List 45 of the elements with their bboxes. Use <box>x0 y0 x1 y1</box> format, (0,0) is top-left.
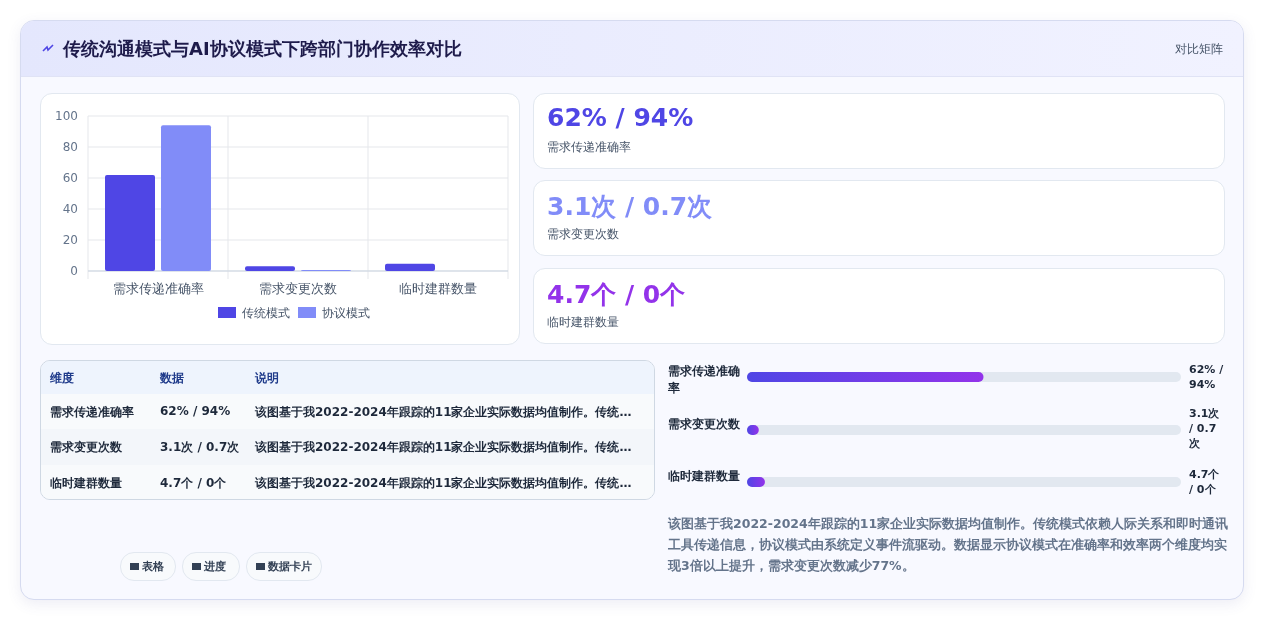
text: 4.7个 / 0个 <box>547 279 686 311</box>
y-tick-label: 0 <box>70 264 78 278</box>
text: 62% / 94% <box>160 404 231 418</box>
x-tick-label: 需求变更次数 <box>259 281 337 296</box>
text: 需求变更次数 <box>547 226 619 243</box>
text: 该图基于我2022-2024年跟踪的11家企业实际数据均值制作。传统模式依赖人际关系和即时通讯工具传递信息，协议模式由系统定义事件流驱动。数据显示协议模式在准确率和效率两个维度均实现3倍以上提升，需求变更次数减少77%。 <box>668 515 1230 575</box>
text: 需求变更次数 <box>50 439 122 456</box>
text: 进度 <box>204 559 226 574</box>
text: 需求传递准确率 <box>547 139 631 156</box>
legend-label: 传统模式 <box>242 306 290 320</box>
data-label: 62% / 94% <box>1189 362 1225 392</box>
text: 3.1次 / 0.7次 <box>547 191 713 223</box>
text: 需求传递准确率 <box>50 404 134 421</box>
data-label: 3.1次 / 0.7次 <box>1189 406 1221 451</box>
x-tick-label: 需求传递准确率 <box>112 281 204 296</box>
bar <box>105 174 155 271</box>
bar <box>245 266 295 271</box>
y-tick-label: 80 <box>62 140 78 154</box>
text: 该图基于我2022-2024年跟踪的11家企业实际数据均值制作。传统… <box>255 439 632 456</box>
text: 说明 <box>255 370 279 387</box>
text: 维度 <box>50 370 74 387</box>
y-tick-label: 100 <box>55 109 78 123</box>
y-tick-label: 40 <box>62 202 78 216</box>
bar <box>385 263 435 271</box>
text: 传统沟通模式与AI协议模式下跨部门协作效率对比 <box>63 37 462 61</box>
text: 62% / 94% <box>547 103 694 132</box>
text: 该图基于我2022-2024年跟踪的11家企业实际数据均值制作。传统… <box>255 475 632 492</box>
text: 对比矩阵 <box>1175 41 1223 58</box>
data-label: 4.7个 / 0个 <box>1189 467 1221 497</box>
text: 临时建群数量 <box>547 314 619 331</box>
legend-label: 协议模式 <box>322 306 370 320</box>
x-tick-label: 临时建群数量 <box>399 281 477 296</box>
y-tick-label: 20 <box>62 233 78 247</box>
y-tick-label: 需求传递准确率 <box>668 363 741 397</box>
text: 数据卡片 <box>268 559 312 574</box>
y-tick-label: 临时建群数量 <box>668 468 741 485</box>
text: 4.7个 / 0个 <box>160 475 227 492</box>
y-tick-label: 需求变更次数 <box>668 416 741 433</box>
y-tick-label: 60 <box>62 171 78 185</box>
text: 临时建群数量 <box>50 475 122 492</box>
bar <box>161 125 211 271</box>
text: 3.1次 / 0.7次 <box>160 439 240 456</box>
text: 表格 <box>142 559 164 574</box>
text: 数据 <box>160 370 184 387</box>
text: 该图基于我2022-2024年跟踪的11家企业实际数据均值制作。传统… <box>255 404 632 421</box>
